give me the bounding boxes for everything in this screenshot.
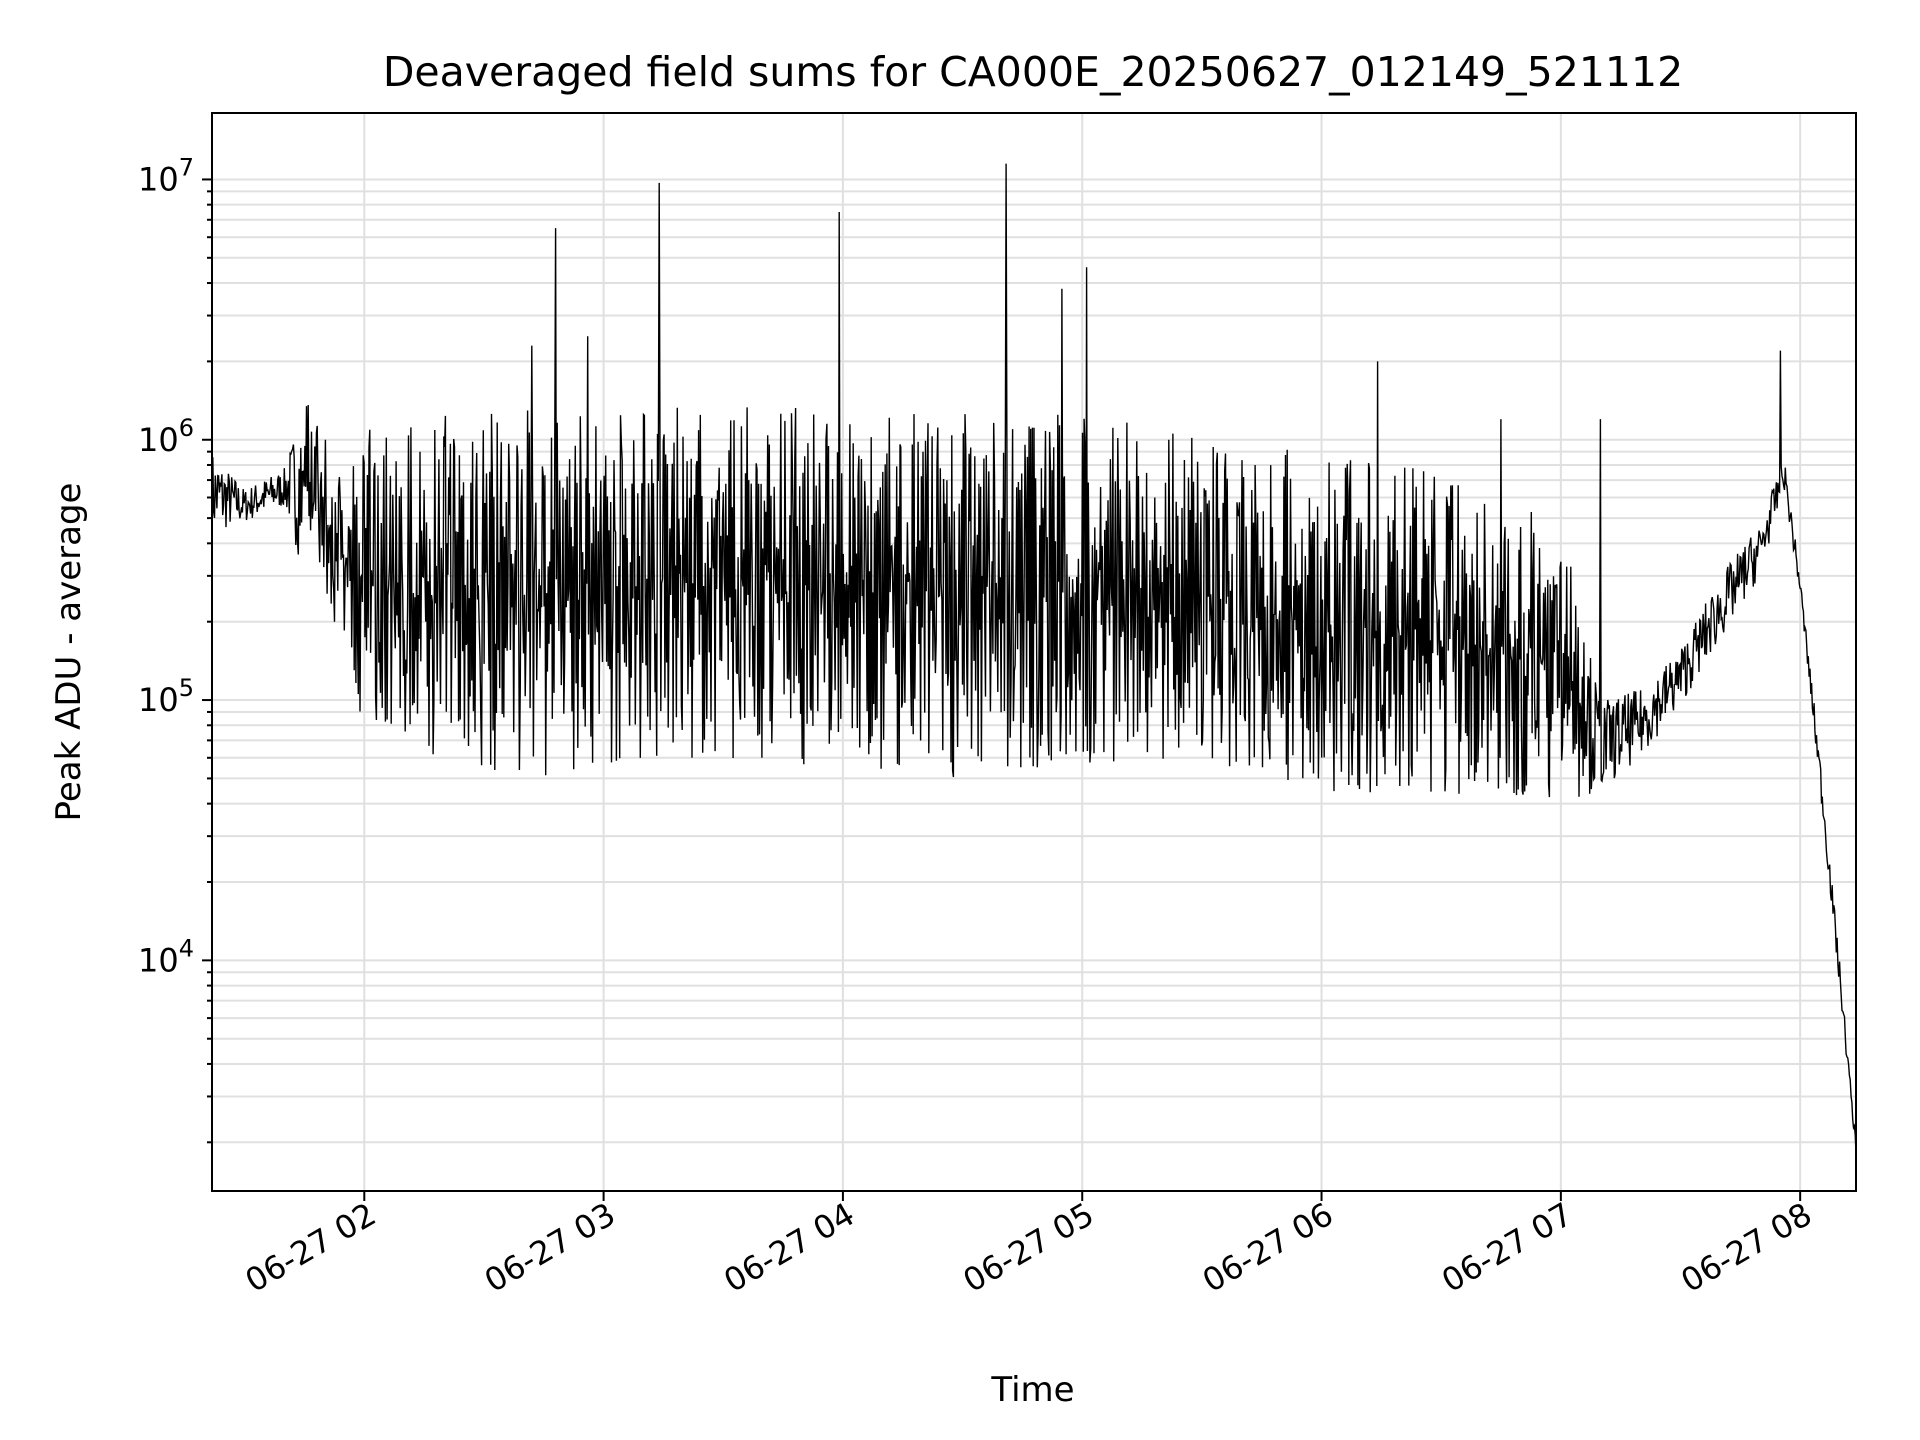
- y-axis-label: Peak ADU - average: [49, 483, 89, 822]
- x-axis-label: Time: [990, 1370, 1074, 1410]
- y-axis: 104 105 106 107: [138, 153, 212, 1144]
- x-tick-label: 06-27 04: [717, 1195, 861, 1300]
- x-tick-label: 06-27 07: [1435, 1195, 1579, 1300]
- x-tick-label: 06-27 06: [1196, 1195, 1340, 1300]
- y-tick-label: 105: [138, 674, 194, 719]
- y-tick-label: 107: [138, 153, 194, 198]
- series-line: [211, 163, 1857, 1154]
- chart-title: Deaveraged field sums for CA000E_2025062…: [383, 48, 1683, 96]
- x-axis: 06-27 02 06-27 03 06-27 04 06-27 05 06-27 06…: [239, 1191, 1818, 1300]
- plot-frame: [211, 112, 1857, 1192]
- x-tick-label: 06-27 03: [478, 1195, 622, 1300]
- x-tick-label: 06-27 08: [1675, 1195, 1819, 1300]
- x-tick-label: 06-27 02: [239, 1195, 383, 1300]
- y-tick-label: 106: [138, 414, 194, 459]
- y-tick-label: 104: [138, 934, 194, 979]
- x-tick-label: 06-27 05: [957, 1195, 1101, 1300]
